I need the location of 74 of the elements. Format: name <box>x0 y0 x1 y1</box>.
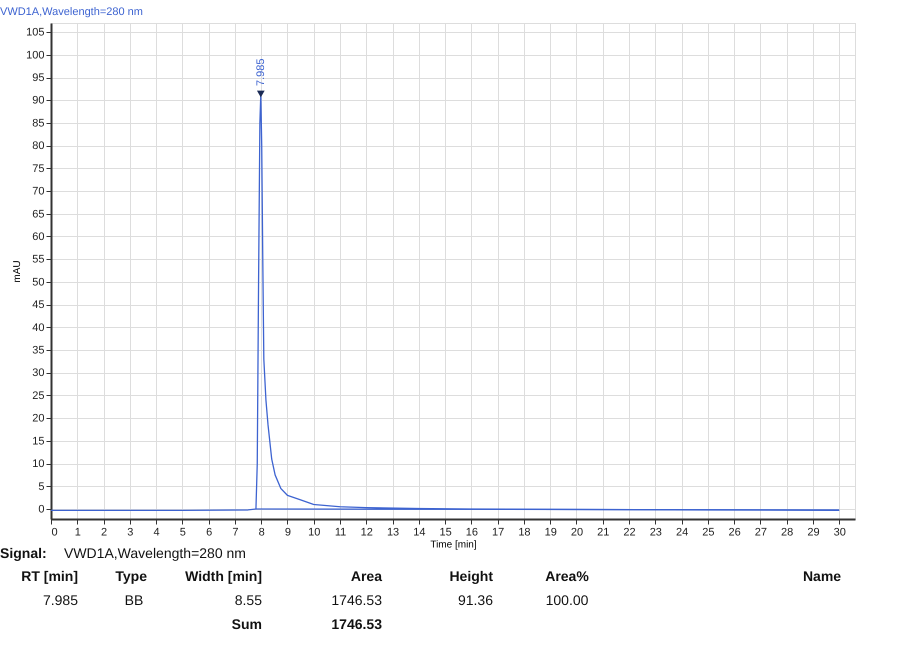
annotation: 7.985 <box>254 58 267 86</box>
x-tick-label: 24 <box>676 526 688 538</box>
x-axis-title: Time [min] <box>430 540 477 550</box>
x-tick-label: 1 <box>74 526 81 538</box>
y-tick-label: 100 <box>26 49 44 62</box>
x-tick-label: 16 <box>466 526 478 538</box>
y-axis-title: mAU <box>12 260 24 283</box>
y-tick-label: 5 <box>38 480 44 493</box>
x-tick-label: 4 <box>154 526 160 538</box>
x-tick-label: 2 <box>100 526 108 538</box>
text: 100.00 <box>546 592 589 608</box>
y-tick-label: 20 <box>32 412 44 425</box>
x-tick-label: 30 <box>834 526 846 538</box>
x-tick-label: 22 <box>623 526 636 538</box>
text: Area <box>350 568 382 584</box>
x-tick-label: 3 <box>127 526 134 538</box>
x-tick-label: 9 <box>284 526 292 538</box>
x-tick-label: 23 <box>650 526 662 538</box>
x-tick-label: 11 <box>334 526 346 538</box>
y-tick-label: 10 <box>32 458 44 470</box>
x-tick-label: 5 <box>180 526 186 538</box>
x-tick-label: 17 <box>492 526 504 538</box>
text: Area% <box>545 568 590 584</box>
text: 91.36 <box>458 592 494 608</box>
y-tick-label: 30 <box>32 367 44 380</box>
x-tick-label: 26 <box>728 526 741 538</box>
text: RT [min] <box>21 568 78 584</box>
text: 1746.53 <box>331 616 382 632</box>
text: VWD1A,Wavelength=280 nm <box>64 545 246 561</box>
y-tick-label: 70 <box>32 186 44 198</box>
x-tick-label: 0 <box>52 526 58 538</box>
y-tick-label: 95 <box>32 72 44 84</box>
x-tick-label: 27 <box>754 526 768 538</box>
y-tick-label: 35 <box>32 344 44 357</box>
x-tick-label: 12 <box>360 526 373 538</box>
y-tick-label: 50 <box>32 276 44 288</box>
x-tick-label: 7 <box>232 526 238 538</box>
y-tick-label: 85 <box>32 117 44 130</box>
y-tick-label: 45 <box>32 299 44 312</box>
x-tick-label: 8 <box>258 526 265 538</box>
x-tick-label: 18 <box>518 526 531 538</box>
x-tick-label: 20 <box>570 526 584 538</box>
text: 7.985 <box>42 592 78 608</box>
y-tick-label: 40 <box>32 322 44 334</box>
x-tick-label: 28 <box>781 526 794 538</box>
x-tick-label: 29 <box>807 526 820 538</box>
y-tick-label: 0 <box>38 504 44 516</box>
text: BB <box>124 592 144 608</box>
text: Signal: <box>0 545 47 561</box>
text: Sum <box>232 616 262 632</box>
y-tick-label: 80 <box>32 140 44 152</box>
x-tick-label: 14 <box>413 526 426 538</box>
y-tick-label: 25 <box>32 390 44 402</box>
y-tick-label: 65 <box>32 208 44 220</box>
x-tick-label: 15 <box>439 526 452 538</box>
x-tick-label: 19 <box>544 526 557 538</box>
y-tick-label: 15 <box>32 435 44 448</box>
text: Height <box>449 568 494 584</box>
text: 1746.53 <box>331 592 382 608</box>
y-tick-label: 105 <box>26 26 44 39</box>
x-tick-label: 10 <box>308 526 320 538</box>
x-tick-label: 6 <box>206 526 212 538</box>
y-tick-label: 55 <box>32 254 44 266</box>
x-tick-label: 21 <box>597 526 610 538</box>
y-tick-label: 60 <box>32 230 44 243</box>
text: Type <box>115 568 148 584</box>
text: 8.55 <box>234 592 262 608</box>
text: Name <box>802 568 842 584</box>
y-tick-label: 90 <box>32 94 44 107</box>
text: Width [min] <box>185 568 262 584</box>
x-tick-label: 13 <box>386 526 400 538</box>
y-tick-label: 75 <box>32 162 44 175</box>
x-tick-label: 25 <box>702 526 714 538</box>
chart-title: VWD1A,Wavelength=280 nm <box>0 6 143 18</box>
